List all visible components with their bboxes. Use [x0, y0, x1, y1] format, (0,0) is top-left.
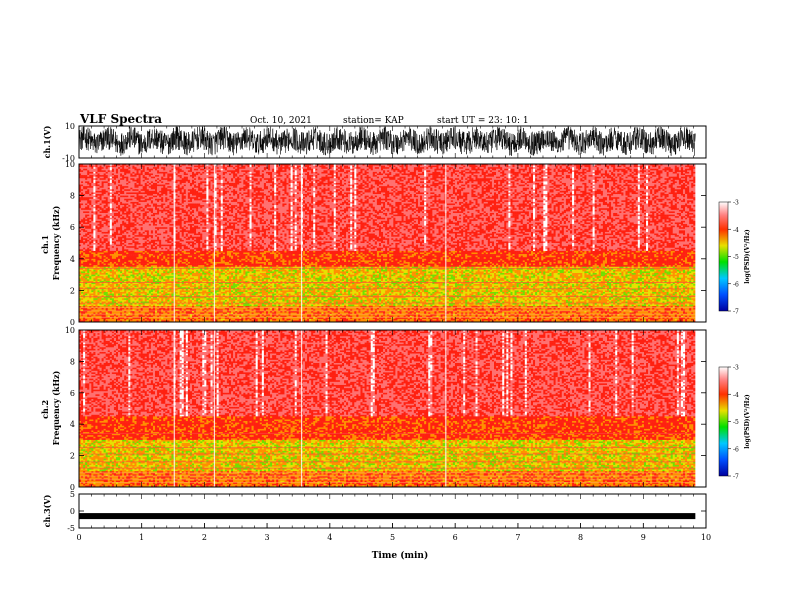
ch1-spectrogram-image: [79, 164, 706, 322]
vlf-figure: VLF Spectra Oct. 10, 2021 station= KAP s…: [0, 0, 792, 612]
ch1-waveform-ylabel: ch.1(V): [42, 125, 52, 158]
station-label: station= KAP: [343, 116, 404, 126]
date-label: Oct. 10, 2021: [250, 116, 312, 126]
figure-title: VLF Spectra: [79, 112, 162, 126]
ch1-wave-tick-label: 10: [65, 122, 75, 131]
start-time-label: start UT = 23: 10: 1: [437, 116, 529, 126]
